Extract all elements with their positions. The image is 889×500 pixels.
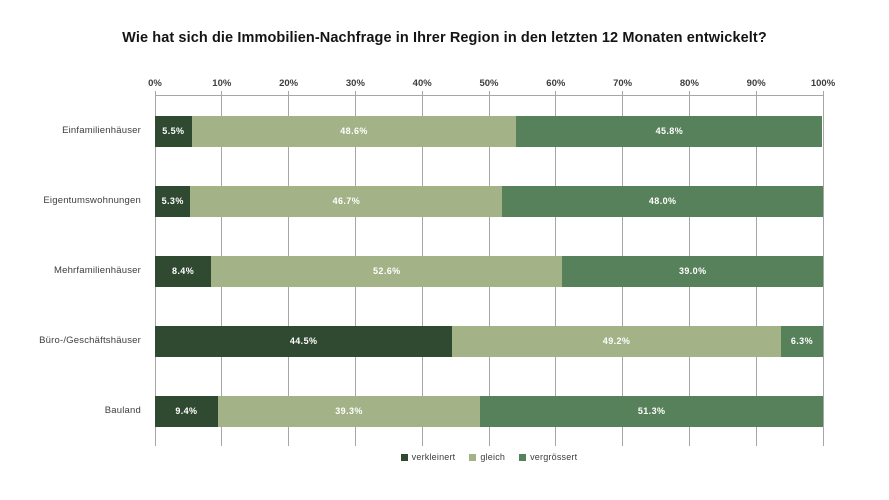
x-axis-tick-label: 90% [746, 78, 766, 89]
bar-segment-verkleinert: 8.4% [155, 255, 212, 287]
x-axis-tick-label: 30% [345, 78, 365, 89]
legend: verkleinert gleich vergrössert [155, 452, 823, 462]
category-label: Büro-/Geschäftshäuser [39, 334, 141, 346]
legend-item-gleich: gleich [469, 452, 505, 462]
stacked-bar: 9.4% 39.3% 51.3% [155, 395, 823, 427]
legend-swatch-icon [469, 453, 477, 461]
bar-value-label: 8.4% [171, 266, 195, 276]
bar-value-label: 5.3% [161, 196, 184, 206]
chart-title: Wie hat sich die Immobilien-Nachfrage in… [122, 30, 767, 46]
bar-segment-vergrössert: 51.3% [480, 395, 823, 427]
legend-item-verkleinert: verkleinert [400, 452, 456, 462]
bar-value-label: 51.3% [637, 406, 666, 416]
bar-segment-vergrössert: 48.0% [502, 185, 823, 217]
bar-value-label: 46.7% [332, 196, 361, 206]
x-axis-tick-label: 0% [148, 78, 162, 89]
bar-row: 9.4% 39.3% 51.3% [155, 376, 823, 446]
bar-segment-gleich: 48.6% [191, 115, 517, 147]
gridline [822, 91, 824, 446]
bar-segment-vergrössert: 39.0% [562, 255, 823, 287]
legend-item-vergrössert: vergrössert [519, 452, 577, 462]
x-axis-tick-label: 100% [810, 78, 836, 89]
bar-rows: 5.5% 48.6% 45.8% 5.3% 46.7% 48.0% 8.4% 52.6% 39.… [155, 96, 823, 446]
bar-value-label: 6.3% [790, 336, 813, 346]
legend-label: vergrössert [530, 452, 578, 462]
bar-segment-verkleinert: 5.5% [155, 115, 192, 147]
bar-segment-verkleinert: 44.5% [155, 325, 453, 357]
bar-row: 8.4% 52.6% 39.0% [155, 236, 823, 306]
x-axis-tick-label: 40% [412, 78, 432, 89]
x-axis-tick-label: 10% [212, 78, 232, 89]
bar-segment-vergrössert: 6.3% [780, 325, 823, 357]
bar-segment-gleich: 39.3% [217, 395, 481, 427]
category-label: Eigentumswohnungen [43, 194, 141, 206]
bar-value-label: 39.0% [678, 266, 707, 276]
bar-value-label: 52.6% [373, 266, 401, 276]
bar-segment-gleich: 49.2% [452, 325, 781, 357]
category-label: Mehrfamilienhäuser [53, 264, 141, 276]
bar-value-label: 44.5% [289, 336, 318, 346]
bar-row: 44.5% 49.2% 6.3% [155, 306, 823, 376]
legend-swatch-icon [519, 453, 527, 461]
category-label: Bauland [104, 404, 141, 416]
bar-segment-vergrössert: 45.8% [516, 115, 823, 147]
bar-value-label: 49.2% [602, 336, 631, 346]
bar-segment-gleich: 52.6% [211, 255, 563, 287]
legend-swatch-icon [400, 453, 408, 461]
category-labels: Einfamilienhäuser Eigentumswohnungen Mehrf… [0, 95, 148, 445]
category-label: Einfamilienhäuser [62, 124, 141, 136]
bar-value-label: 48.0% [648, 196, 677, 206]
legend-label: gleich [480, 452, 506, 462]
bar-row: 5.5% 48.6% 45.8% [155, 96, 823, 166]
stacked-bar: 5.5% 48.6% 45.8% [155, 115, 823, 147]
x-axis-tick-label: 50% [479, 78, 499, 89]
x-axis-tick-label: 70% [613, 78, 633, 89]
bar-value-label: 5.5% [162, 126, 185, 136]
bar-value-label: 9.4% [175, 406, 198, 416]
x-axis-tick-label: 20% [279, 78, 299, 89]
bar-value-label: 39.3% [335, 406, 363, 416]
stacked-bar: 44.5% 49.2% 6.3% [155, 325, 823, 357]
bar-segment-verkleinert: 9.4% [155, 395, 218, 427]
x-axis-tick-label: 80% [679, 78, 699, 89]
bar-segment-verkleinert: 5.3% [155, 185, 191, 217]
x-axis-ticks: 0% 10% 20% 30% 40% 50% 60% 70% 80% 90% 100% [148, 78, 835, 92]
bar-row: 5.3% 46.7% 48.0% [155, 166, 823, 236]
legend-label: verkleinert [411, 452, 456, 462]
bar-segment-gleich: 46.7% [190, 185, 503, 217]
stacked-bar: 5.3% 46.7% 48.0% [155, 185, 823, 217]
plot-area: 5.5% 48.6% 45.8% 5.3% 46.7% 48.0% 8.4% 52.6% 39.… [154, 91, 824, 446]
bar-value-label: 48.6% [340, 126, 368, 136]
bar-value-label: 45.8% [655, 126, 684, 136]
x-axis-tick-label: 60% [546, 78, 566, 89]
stacked-bar: 8.4% 52.6% 39.0% [155, 255, 823, 287]
